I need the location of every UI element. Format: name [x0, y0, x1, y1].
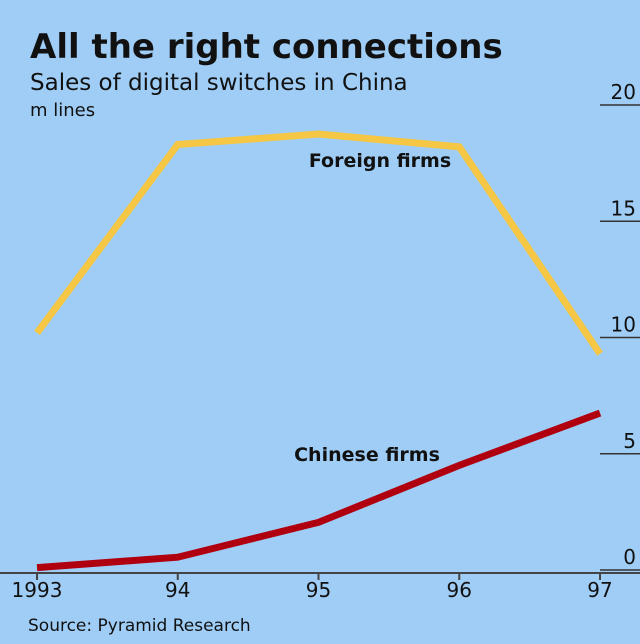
series-label: Foreign firms [309, 150, 451, 172]
chart-subtitle: Sales of digital switches in China [30, 70, 408, 96]
y-tick-label: 5 [623, 429, 636, 453]
x-tick-label: 1993 [12, 578, 63, 602]
x-tick-label: 97 [587, 578, 612, 602]
y-tick-label: 0 [623, 545, 636, 569]
source: Source: Pyramid Research [28, 616, 251, 636]
x-tick-label: 95 [306, 578, 331, 602]
x-tick-label: 94 [165, 578, 190, 602]
line [36, 409, 602, 572]
y-tick-label: 10 [611, 313, 636, 337]
y-tick-label: 15 [611, 196, 636, 220]
y-axis-label: m lines [30, 100, 95, 121]
y-tick-label: 20 [611, 80, 636, 104]
series-label: Chinese firms [294, 444, 440, 466]
chart-title: All the right connections [30, 27, 503, 67]
line [34, 130, 603, 356]
x-tick-label: 96 [447, 578, 472, 602]
